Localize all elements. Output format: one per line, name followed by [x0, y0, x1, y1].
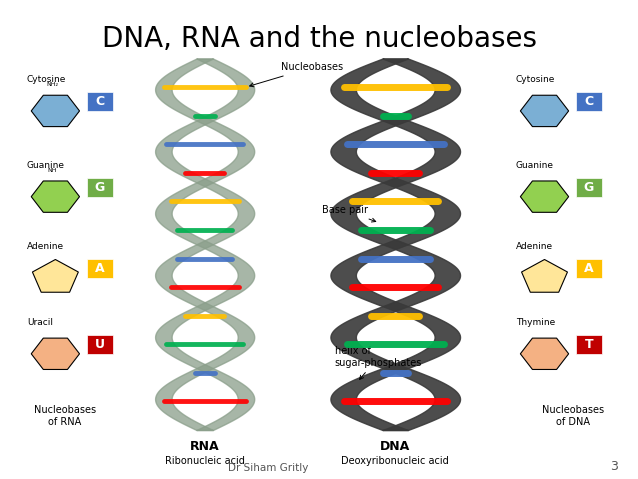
Text: Nucleobases
of RNA: Nucleobases of RNA	[34, 405, 96, 426]
FancyBboxPatch shape	[576, 92, 602, 111]
Text: Guanine: Guanine	[27, 161, 65, 170]
Text: Deoxyribonucleic acid: Deoxyribonucleic acid	[341, 456, 449, 466]
Text: T: T	[584, 338, 593, 351]
Text: NH: NH	[47, 168, 57, 173]
Text: RNA: RNA	[190, 440, 219, 453]
Text: Uracil: Uracil	[27, 319, 53, 327]
Text: Adenine: Adenine	[27, 242, 64, 251]
Text: A: A	[584, 262, 594, 274]
Polygon shape	[521, 260, 567, 292]
FancyBboxPatch shape	[576, 259, 602, 278]
Text: Cytosine: Cytosine	[516, 76, 555, 84]
Text: Ribonucleic acid: Ribonucleic acid	[165, 456, 244, 466]
Text: Dr Siham Gritly: Dr Siham Gritly	[228, 463, 308, 473]
Text: C: C	[95, 95, 105, 108]
Text: Base pair: Base pair	[322, 205, 376, 222]
Text: DNA: DNA	[380, 440, 410, 453]
Polygon shape	[33, 260, 78, 292]
Polygon shape	[31, 181, 80, 212]
FancyBboxPatch shape	[87, 335, 112, 354]
FancyBboxPatch shape	[87, 92, 112, 111]
Text: Adenine: Adenine	[516, 242, 553, 251]
Text: C: C	[584, 95, 593, 108]
Text: G: G	[94, 181, 105, 194]
Text: A: A	[95, 262, 105, 274]
Text: Guanine: Guanine	[516, 161, 554, 170]
FancyBboxPatch shape	[576, 335, 602, 354]
Text: U: U	[95, 338, 105, 351]
FancyBboxPatch shape	[576, 178, 602, 197]
Polygon shape	[521, 338, 568, 369]
Text: DNA, RNA and the nucleobases: DNA, RNA and the nucleobases	[101, 25, 537, 53]
Text: 3: 3	[610, 460, 618, 473]
Text: NH₂: NH₂	[46, 82, 58, 87]
Text: Nucleobases: Nucleobases	[249, 62, 343, 87]
Text: Nucleobases
of DNA: Nucleobases of DNA	[542, 405, 604, 426]
Text: Cytosine: Cytosine	[27, 76, 66, 84]
Text: helix of
sugar-phosphates: helix of sugar-phosphates	[335, 346, 422, 379]
Text: G: G	[584, 181, 594, 194]
Polygon shape	[521, 95, 568, 126]
Polygon shape	[31, 338, 80, 369]
Polygon shape	[521, 181, 568, 212]
FancyBboxPatch shape	[87, 259, 112, 278]
FancyBboxPatch shape	[87, 178, 112, 197]
Polygon shape	[31, 95, 80, 126]
Text: Thymine: Thymine	[516, 319, 555, 327]
